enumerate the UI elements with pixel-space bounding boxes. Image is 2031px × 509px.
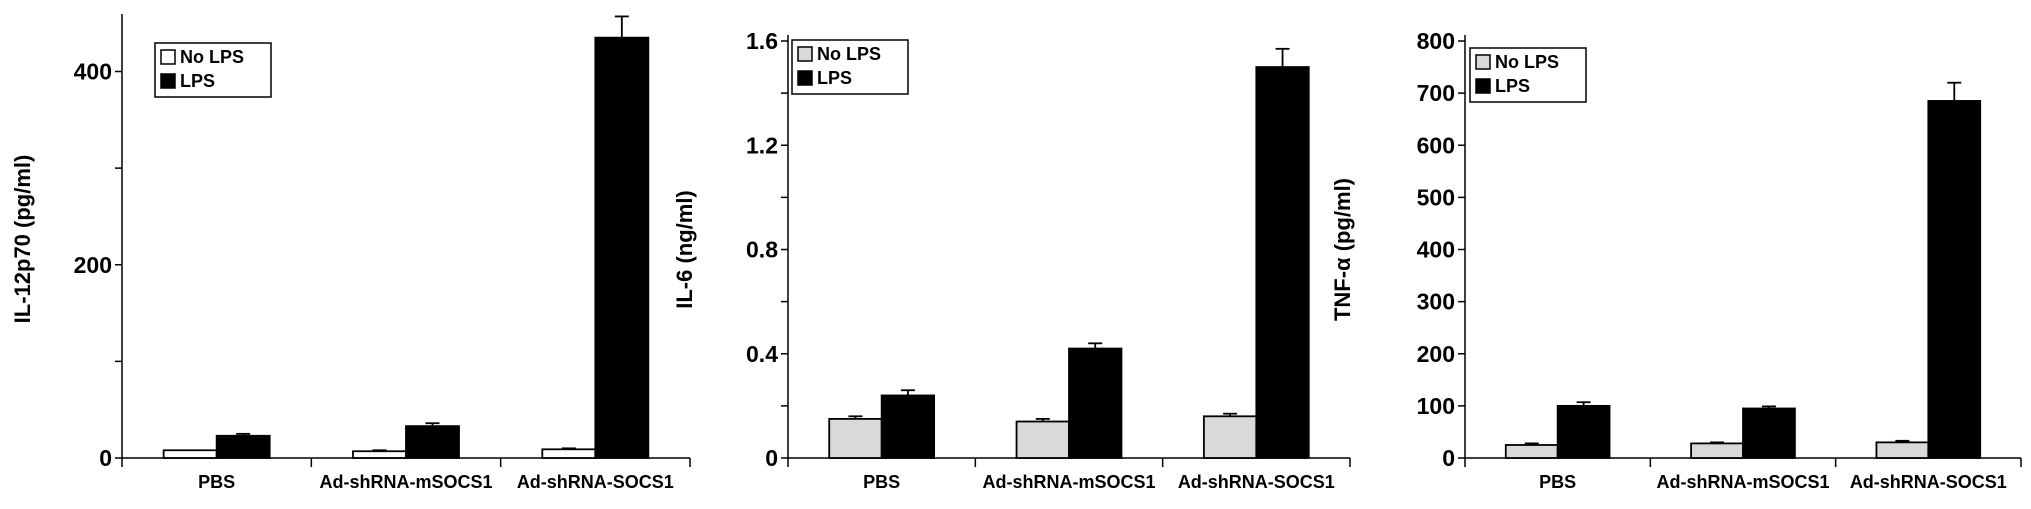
y-tick-label: 0 <box>765 445 778 471</box>
bar-lps <box>1068 347 1123 459</box>
bar-lps <box>880 394 936 459</box>
y-tick-label: 1.6 <box>746 28 778 54</box>
bar-lps <box>1255 66 1310 459</box>
x-tick-label: Ad-shRNA-mSOCS1 <box>319 472 492 492</box>
bar-no-lps <box>1504 444 1559 459</box>
legend-swatch <box>1475 78 1491 94</box>
legend: No LPS LPS <box>791 39 909 95</box>
y-axis-label: IL-12p70 (pg/ml) <box>10 155 35 324</box>
bar-lps <box>1742 407 1796 459</box>
bar-no-lps <box>828 418 883 459</box>
y-axis-label: IL-6 (ng/ml) <box>672 190 697 309</box>
bar-no-lps <box>352 450 407 459</box>
y-tick-label: 1.2 <box>746 132 778 158</box>
bar-lps <box>405 425 460 459</box>
legend-swatch <box>797 70 813 86</box>
y-tick-label: 0.4 <box>746 341 778 367</box>
chart-panel-2: 0 0.4 0.8 1.2 1.6 IL-6 (ng/ml) PBS Ad-shRNA-mSO… <box>672 28 1351 492</box>
y-tick-label: 200 <box>1417 341 1455 367</box>
y-tick-label: 0 <box>99 445 112 471</box>
bar-lps <box>594 36 650 459</box>
y-tick-label: 300 <box>1417 289 1455 315</box>
y-tick-label: 0.8 <box>746 237 778 263</box>
bar-no-lps <box>162 449 218 459</box>
x-tick-label: Ad-shRNA-mSOCS1 <box>982 472 1155 492</box>
bar-lps <box>215 434 271 459</box>
x-tick-label: Ad-shRNA-SOCS1 <box>1178 472 1335 492</box>
y-tick-label: 500 <box>1417 184 1455 210</box>
chart-panel-1: 0 200 400 IL-12p70 (pg/ml) PBS Ad-shRNA-mSOCS… <box>10 14 691 492</box>
legend-label: No LPS <box>817 44 881 64</box>
legend-label: No LPS <box>180 47 244 67</box>
chart-panel-3: 0 100 200 300 400 500 600 700 800 TNF-α (pg/ml) PB… <box>1330 28 2022 492</box>
bar-no-lps <box>1690 442 1744 459</box>
legend-swatch <box>160 49 176 65</box>
legend: No LPS LPS <box>154 42 272 98</box>
x-tick-label: Ad-shRNA-SOCS1 <box>1850 472 2007 492</box>
bar-no-lps <box>1875 441 1930 459</box>
legend-label: LPS <box>180 71 215 91</box>
y-tick-label: 700 <box>1417 80 1455 106</box>
y-tick-label: 800 <box>1417 28 1455 54</box>
x-tick-label: PBS <box>1539 472 1576 492</box>
legend: No LPS LPS <box>1469 47 1587 103</box>
bar-no-lps <box>1015 420 1070 459</box>
x-tick-label: PBS <box>863 472 900 492</box>
legend-swatch <box>797 46 813 62</box>
y-axis-label: TNF-α (pg/ml) <box>1330 178 1355 321</box>
legend-swatch <box>160 73 176 89</box>
y-tick-label: 600 <box>1417 132 1455 158</box>
legend-label: LPS <box>817 68 852 88</box>
y-tick-label: 0 <box>1442 445 1455 471</box>
y-tick-label: 400 <box>74 59 112 85</box>
legend-label: No LPS <box>1495 52 1559 72</box>
bar-no-lps <box>1202 415 1258 459</box>
x-tick-label: Ad-shRNA-mSOCS1 <box>1656 472 1829 492</box>
y-tick-label: 200 <box>74 252 112 278</box>
legend-label: LPS <box>1495 76 1530 96</box>
x-tick-label: PBS <box>198 472 235 492</box>
x-tick-label: Ad-shRNA-SOCS1 <box>517 472 674 492</box>
bar-no-lps <box>541 448 597 459</box>
y-tick-label: 100 <box>1417 393 1455 419</box>
bar-lps <box>1556 404 1611 459</box>
y-tick-label: 400 <box>1417 237 1455 263</box>
bar-lps <box>1927 100 1982 459</box>
legend-swatch <box>1475 54 1491 70</box>
